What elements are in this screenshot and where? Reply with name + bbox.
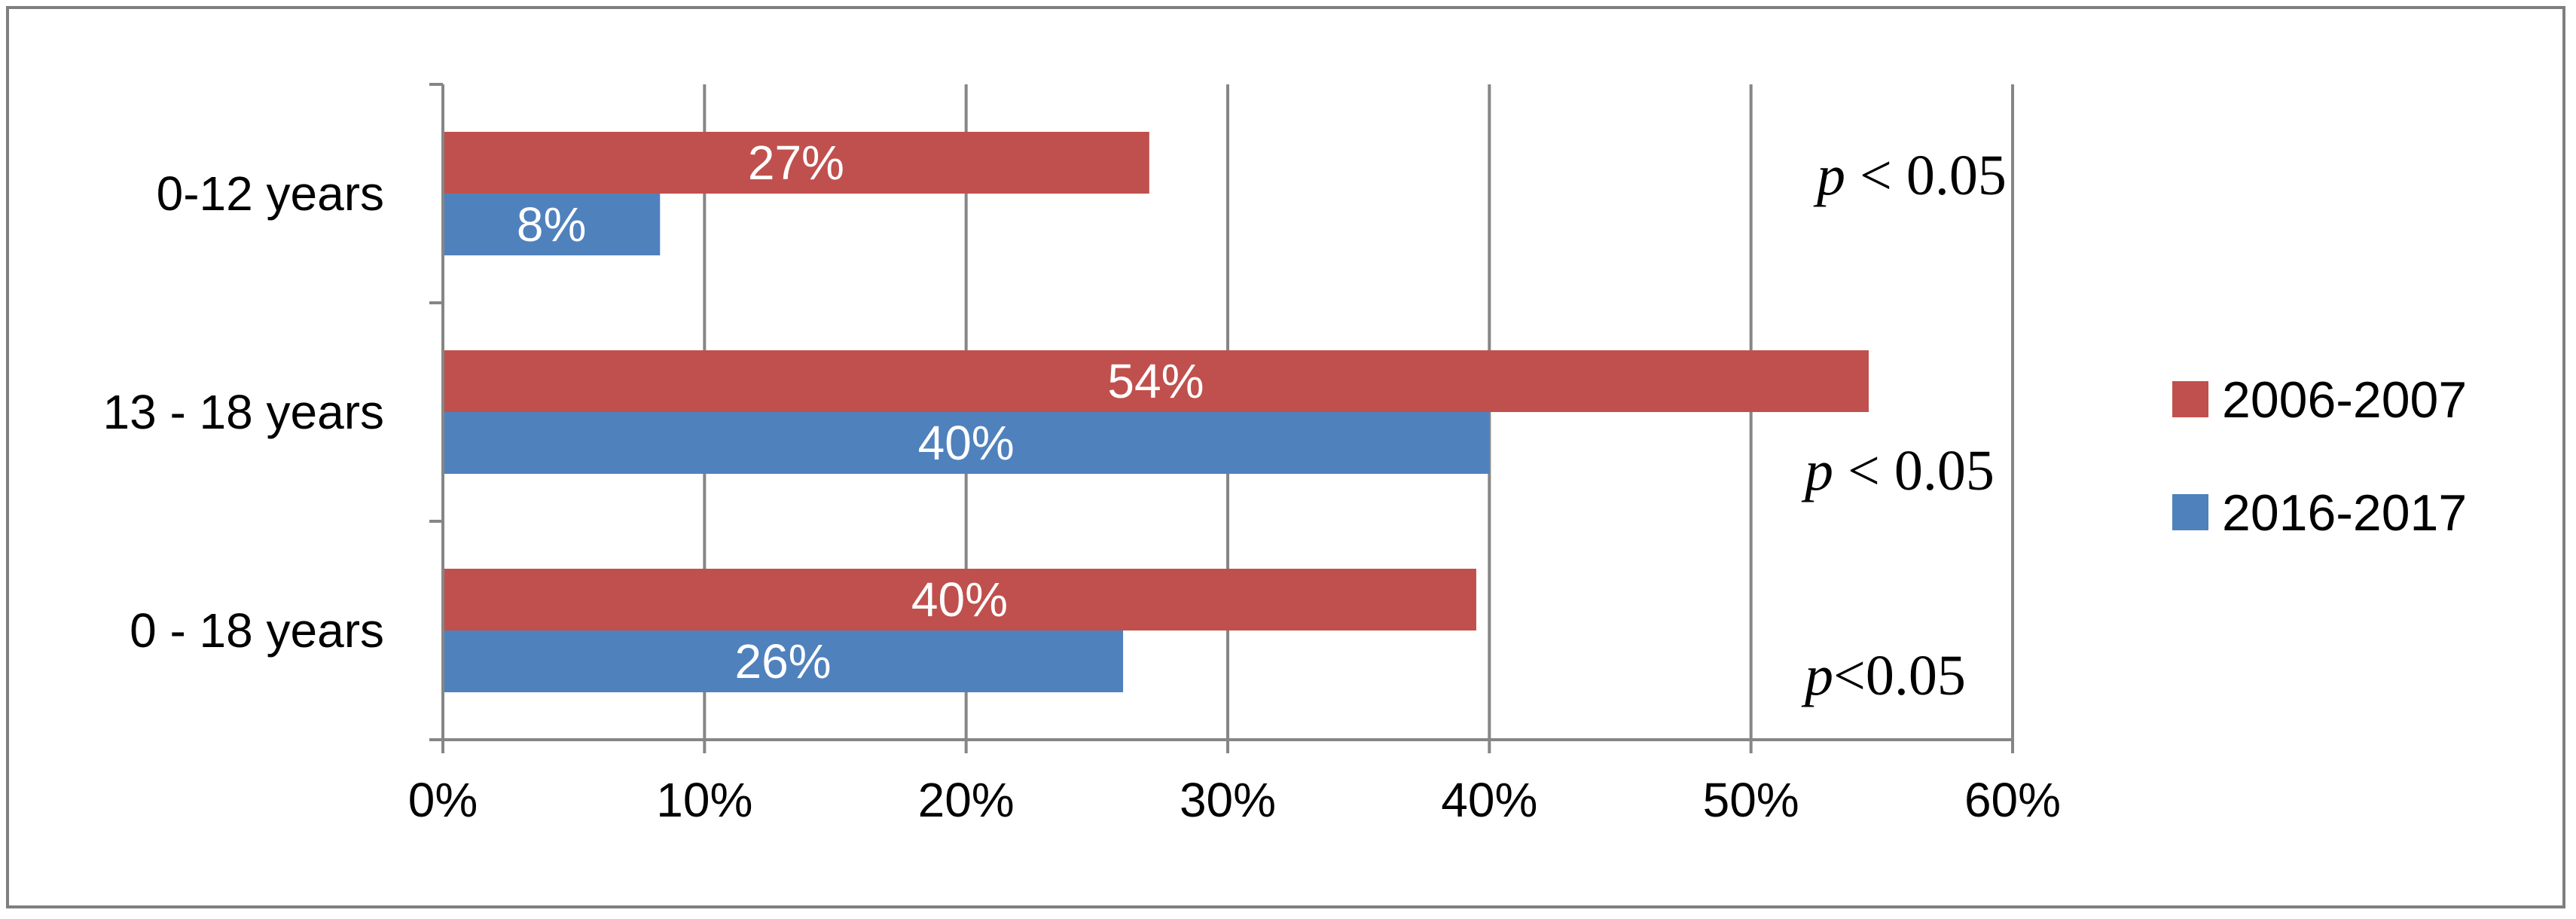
- category-label: 0 - 18 years: [130, 603, 384, 658]
- bar-2006-2007: [443, 132, 1149, 194]
- legend-swatch: [2172, 381, 2208, 417]
- bar-value-label: 54%: [1107, 354, 1204, 408]
- p-value-annotation: p < 0.05: [1813, 144, 2007, 207]
- p-value-annotation: p<0.05: [1801, 644, 1966, 707]
- bar-2016-2017: [443, 412, 1490, 474]
- x-tick-label: 20%: [918, 773, 1015, 827]
- legend: 2006-2007 2016-2017: [2172, 371, 2467, 542]
- x-tick-label: 40%: [1441, 773, 1537, 827]
- annotation-layer: p < 0.05p < 0.05p<0.05: [1801, 144, 2007, 707]
- x-tick-label: 10%: [656, 773, 752, 827]
- legend-label: 2006-2007: [2222, 371, 2467, 429]
- bar-value-label: 27%: [748, 136, 844, 190]
- bar-value-label: 40%: [911, 572, 1008, 627]
- p-threshold: < 0.05: [1845, 144, 2007, 207]
- category-label: 0-12 years: [157, 166, 384, 221]
- bar-2006-2007: [443, 569, 1476, 630]
- bar-layer: [443, 132, 1869, 692]
- x-tick-label: 30%: [1180, 773, 1276, 827]
- bar-2016-2017: [443, 194, 661, 255]
- bar-value-label: 8%: [517, 197, 587, 252]
- p-symbol: p: [1813, 144, 1845, 207]
- category-label: 13 - 18 years: [102, 385, 384, 439]
- legend-label: 2016-2017: [2222, 484, 2467, 542]
- x-tick-label: 50%: [1703, 773, 1799, 827]
- bar-value-label: 26%: [734, 634, 831, 688]
- bar-2006-2007: [443, 350, 1869, 412]
- bar-value-label: 40%: [918, 416, 1015, 470]
- bar-2016-2017: [443, 630, 1124, 692]
- label-layer: 0% 10% 20% 30% 40% 50% 60% 0-12 years 27% 8% 13 - …: [102, 136, 2061, 827]
- axis-layer: [429, 83, 2014, 753]
- x-tick-label: 0%: [408, 773, 478, 827]
- p-symbol: p: [1801, 644, 1833, 707]
- p-threshold: < 0.05: [1833, 439, 1995, 502]
- p-symbol: p: [1801, 439, 1833, 502]
- x-tick-label: 60%: [1964, 773, 2061, 827]
- p-value-annotation: p < 0.05: [1801, 439, 1995, 502]
- p-threshold: <0.05: [1833, 644, 1966, 707]
- legend-swatch: [2172, 494, 2208, 530]
